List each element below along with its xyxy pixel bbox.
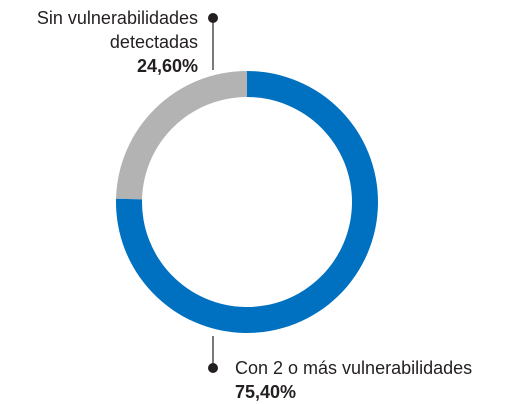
slice-label: Con 2 o más vulnerabilidades 75,40%: [235, 356, 516, 404]
category-label: Sin vulnerabilidades detectadas: [36, 8, 198, 52]
leader-dot: [208, 363, 218, 373]
value-label: 24,60%: [136, 56, 198, 76]
value-label: 75,40%: [235, 382, 297, 402]
category-label: Con 2 o más vulnerabilidades: [235, 358, 473, 378]
donut-slice: [116, 71, 247, 200]
slice-label: Sin vulnerabilidades detectadas 24,60%: [0, 6, 198, 78]
leader-dot: [208, 13, 218, 23]
